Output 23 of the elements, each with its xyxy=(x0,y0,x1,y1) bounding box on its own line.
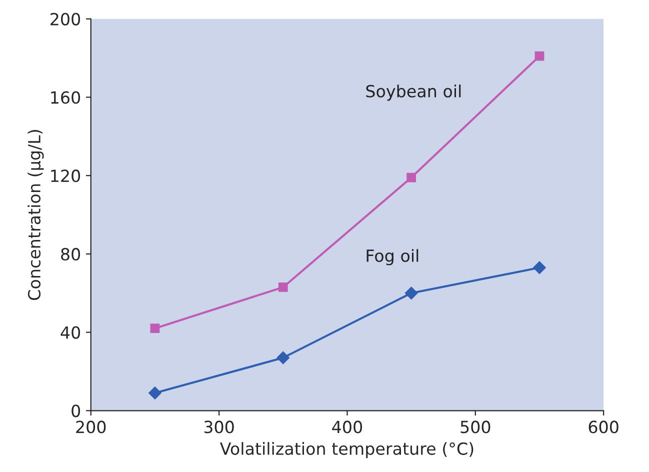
point xyxy=(533,261,546,274)
point xyxy=(276,351,290,364)
y-axis-title: Concentration (µg/L) xyxy=(28,130,44,300)
y-tick-label: 200 xyxy=(50,12,80,26)
series-label: Soybean oil xyxy=(366,84,461,101)
point xyxy=(406,172,416,182)
point xyxy=(278,282,288,292)
point xyxy=(150,324,160,334)
point xyxy=(148,386,162,400)
x-tick-label: 600 xyxy=(588,420,618,434)
x-axis-title: Volatilization temperature (°C) xyxy=(220,442,474,458)
point xyxy=(534,51,544,61)
point xyxy=(404,286,418,300)
x-tick-label: 200 xyxy=(76,420,106,434)
x-tick-label: 400 xyxy=(332,420,362,434)
y-tick-label: 0 xyxy=(72,404,80,418)
y-tick-label: 120 xyxy=(51,170,80,182)
y-tick-label: 160 xyxy=(51,91,80,104)
y-tick-label: 80 xyxy=(61,248,80,261)
y-tick-label: 40 xyxy=(60,326,80,339)
x-tick-label: 300 xyxy=(204,420,234,434)
x-tick-label: 500 xyxy=(460,420,490,434)
series-label: Fog oil xyxy=(366,249,418,266)
